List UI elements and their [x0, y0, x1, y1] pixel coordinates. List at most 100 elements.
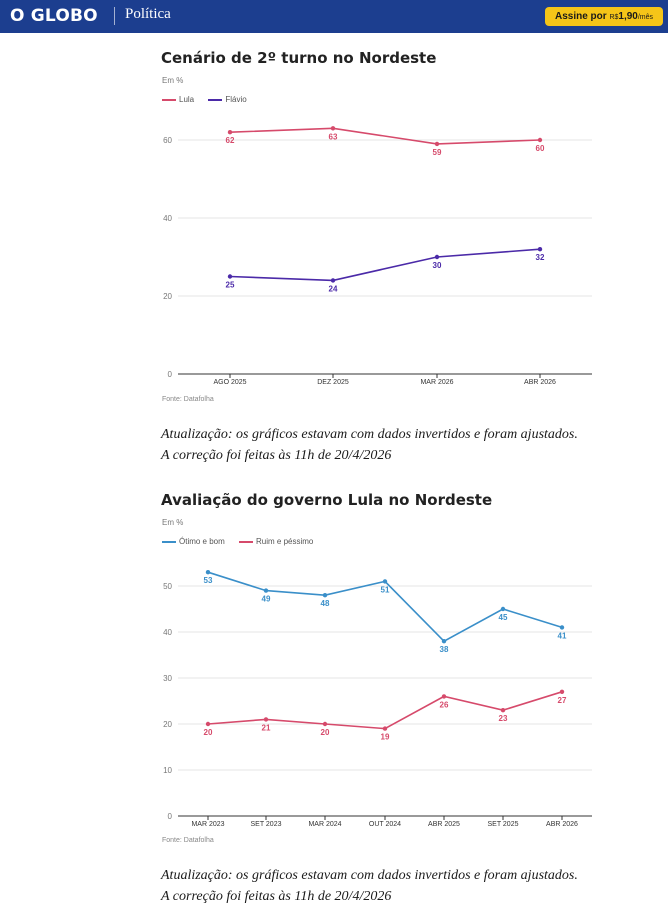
data-label: 30	[433, 261, 442, 270]
subscribe-price: 1,90	[618, 11, 638, 22]
y-tick-label: 0	[168, 370, 173, 379]
legend-item: Ótimo e bom	[162, 537, 225, 546]
data-label: 53	[204, 576, 213, 585]
y-tick-label: 20	[163, 720, 172, 729]
data-point	[559, 625, 565, 630]
data-point	[441, 694, 447, 699]
data-label: 20	[321, 728, 330, 737]
x-tick-label: MAR 2023	[191, 821, 224, 828]
data-point	[500, 606, 506, 612]
data-point	[205, 570, 211, 575]
data-point	[537, 137, 543, 143]
line-chart-approval: 0 10 20 30 40 50 MAR 2023 SET 2023 MAR 2024 OUT 2…	[163, 570, 592, 828]
legend-label: Ruim e péssimo	[256, 537, 314, 547]
chart-legend: Lula Flávio	[162, 95, 259, 104]
data-point	[322, 721, 328, 727]
data-point	[434, 141, 440, 147]
chart-title: Avaliação do governo Lula no Nordeste	[161, 491, 493, 509]
legend-item: Ruim e péssimo	[239, 537, 313, 546]
y-tick-label: 20	[163, 292, 172, 301]
data-point	[382, 579, 388, 584]
x-tick-label: AGO 2025	[213, 379, 246, 386]
data-label: 24	[329, 284, 338, 293]
data-point	[330, 278, 336, 283]
y-tick-label: 0	[168, 812, 173, 821]
data-label: 20	[204, 728, 213, 737]
legend-item: Lula	[162, 95, 194, 104]
y-tick-label: 10	[163, 766, 172, 775]
data-point	[559, 689, 565, 694]
data-point	[434, 254, 440, 260]
data-label: 25	[226, 281, 235, 290]
data-label: 21	[262, 723, 271, 732]
chart-source: Fonte: Datafolha	[162, 837, 214, 844]
correction-note-line: Atualização: os gráficos estavam com dad…	[161, 427, 578, 442]
data-point	[537, 247, 543, 252]
site-logo[interactable]: O GLOBO	[10, 6, 98, 26]
y-tick-label: 40	[163, 628, 172, 637]
y-tick-label: 40	[163, 214, 172, 223]
chart-title: Cenário de 2º turno no Nordeste	[161, 49, 437, 67]
y-tick-label: 30	[163, 674, 172, 683]
legend-item: Flávio	[208, 95, 247, 104]
data-label: 51	[381, 585, 390, 594]
x-tick-label: ABR 2026	[524, 379, 556, 386]
subscribe-label: Assine por	[554, 11, 607, 22]
line-chart-runoff: 0 20 40 60 AGO 2025 DEZ 2025 MAR 2026 ABR 2026 6…	[163, 126, 592, 386]
data-label: 63	[329, 132, 338, 141]
section-link[interactable]: Política	[125, 6, 171, 22]
chart-unit: Em %	[162, 76, 184, 85]
correction-note: Atualização: os gráficos estavam com dad…	[161, 424, 601, 466]
header-divider	[114, 7, 115, 25]
correction-note-line: A correção foi feitas às 11h de 20/4/202…	[161, 889, 392, 904]
x-tick-label: SET 2025	[487, 821, 518, 828]
y-tick-label: 60	[163, 136, 172, 145]
data-point	[330, 126, 336, 131]
correction-note-line: Atualização: os gráficos estavam com dad…	[161, 868, 578, 883]
data-label: 48	[321, 599, 330, 608]
x-tick-label: ABR 2026	[546, 821, 578, 828]
data-label: 45	[499, 613, 508, 622]
legend-label: Lula	[179, 95, 195, 105]
data-point	[441, 639, 447, 644]
x-tick-label: MAR 2026	[420, 379, 453, 386]
legend-swatch	[162, 99, 176, 102]
x-tick-label: OUT 2024	[369, 821, 401, 828]
x-tick-label: SET 2023	[250, 821, 281, 828]
subscribe-button[interactable]: Assine por R$1,90/mês	[545, 7, 663, 26]
series-line	[229, 248, 541, 282]
chart-unit: Em %	[162, 518, 184, 527]
correction-note: Atualização: os gráficos estavam com dad…	[161, 865, 601, 907]
data-label: 19	[381, 733, 390, 742]
data-point	[263, 717, 269, 722]
data-label: 23	[499, 714, 508, 723]
data-label: 60	[536, 144, 545, 153]
x-tick-label: MAR 2024	[308, 821, 341, 828]
legend-label: Ótimo e bom	[179, 537, 225, 547]
chart-legend: Ótimo e bom Ruim e péssimo	[162, 537, 325, 546]
data-point	[227, 130, 233, 135]
top-navigation-bar: O GLOBO Política Assine por R$1,90/mês	[0, 0, 668, 33]
data-point	[322, 593, 328, 598]
data-label: 26	[440, 700, 449, 709]
subscribe-period: /mês	[637, 14, 654, 21]
correction-note-line: A correção foi feitas às 11h de 20/4/202…	[161, 448, 392, 463]
data-point	[205, 721, 211, 727]
x-tick-label: ABR 2025	[428, 821, 460, 828]
data-point	[500, 708, 506, 713]
legend-swatch	[208, 99, 223, 102]
data-point	[382, 726, 388, 731]
series-line	[229, 127, 541, 145]
legend-swatch	[239, 541, 254, 544]
data-label: 32	[536, 253, 545, 262]
x-tick-label: DEZ 2025	[317, 379, 349, 386]
data-label: 27	[558, 696, 567, 705]
data-point	[263, 588, 269, 593]
data-point	[227, 274, 233, 279]
chart-source: Fonte: Datafolha	[162, 396, 214, 403]
data-label: 62	[226, 136, 235, 145]
legend-swatch	[162, 541, 176, 544]
subscribe-currency: R$	[609, 14, 619, 21]
data-label: 41	[558, 631, 567, 640]
data-label: 38	[440, 645, 449, 654]
